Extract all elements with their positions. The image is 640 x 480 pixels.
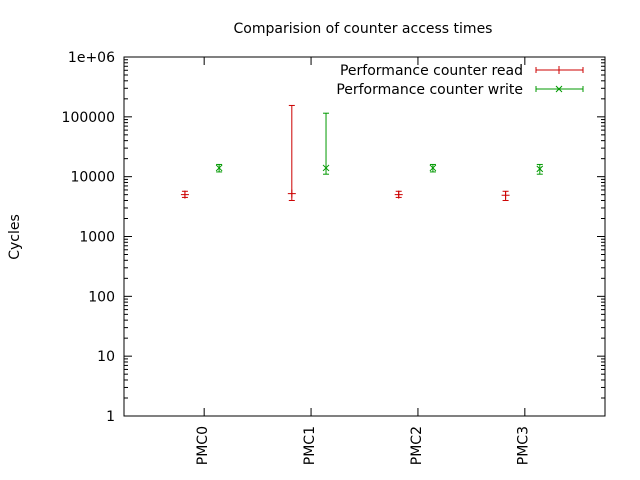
data-point [394,190,403,199]
legend-label: Performance counter read [340,63,523,79]
series-layer [180,104,544,201]
data-point [536,165,544,173]
legend: Performance counter read Performance coun… [336,63,584,98]
x-tick-label: PMC2 [409,426,425,465]
y-axis-label: Cycles [7,214,23,260]
y-tick-label: 1e+06 [68,50,115,66]
data-point [501,191,510,200]
data-point [322,164,330,172]
series-1 [180,104,510,201]
chart-title: Comparision of counter access times [234,21,493,37]
data-point [215,164,223,172]
y-tick-label: 100 [88,289,115,305]
x-tick-label: PMC3 [516,426,532,465]
y-tick-label: 10000 [70,170,115,186]
y-tick-label: 100000 [62,110,115,126]
x-tick-label: PMC0 [195,426,211,465]
y-tick-label: 1000 [79,230,115,246]
x-axis: PMC0 PMC1 PMC2 PMC3 [195,57,532,465]
legend-marker [555,85,563,93]
legend-label: Performance counter write [336,82,523,98]
data-point [180,190,189,199]
plot-frame [123,56,606,417]
legend-marker [555,66,563,74]
data-point [287,189,296,198]
series-2 [215,112,544,175]
data-point [429,164,437,172]
x-tick-label: PMC1 [302,426,318,465]
y-axis: 1 10 100 1000 10000 100000 1e+06 [62,50,605,425]
y-tick-label: 10 [97,349,115,365]
y-tick-label: 1 [106,409,115,425]
